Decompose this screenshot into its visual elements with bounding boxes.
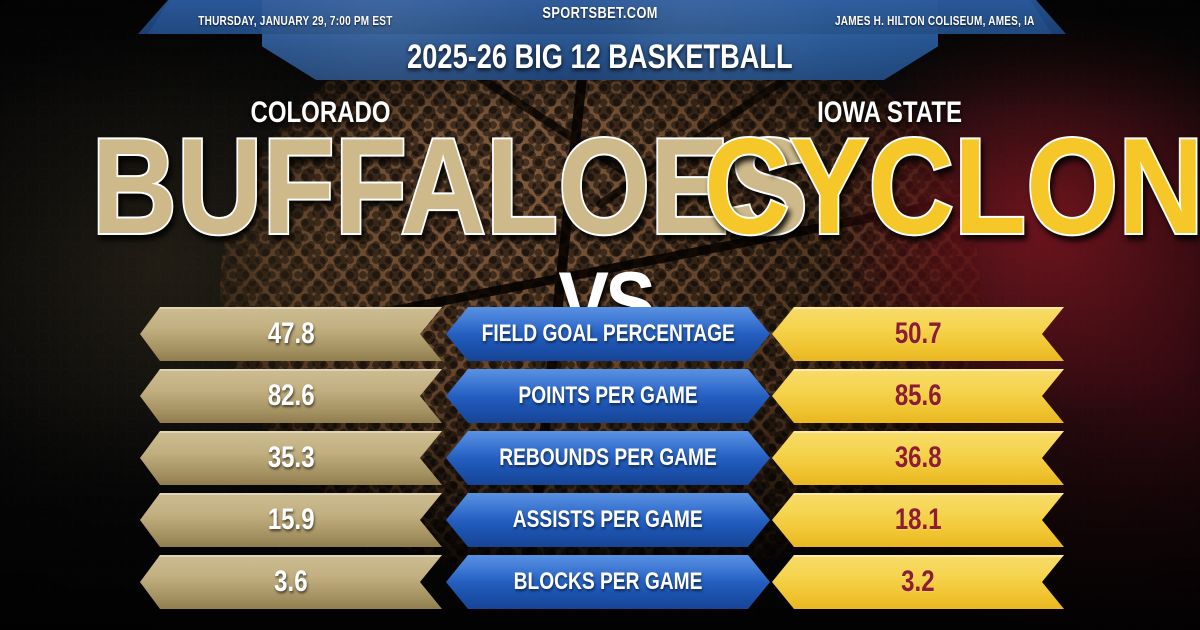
away-stat-value-bar: 15.9 bbox=[140, 493, 442, 547]
page-title-text: 2025-26 BIG 12 BASKETBALL bbox=[407, 38, 793, 76]
header-banner: SPORTSBET.COM THURSDAY, JANUARY 29, 7:00… bbox=[0, 0, 1200, 82]
table-row: 15.9 ASSISTS PER GAME 18.1 bbox=[0, 489, 1200, 551]
stat-label: ASSISTS PER GAME bbox=[513, 506, 703, 533]
away-stat-value: 47.8 bbox=[267, 317, 315, 350]
stat-label: FIELD GOAL PERCENTAGE bbox=[481, 320, 735, 347]
home-stat-value: 50.7 bbox=[894, 317, 942, 350]
game-venue: JAMES H. HILTON COLISEUM, AMES, IA bbox=[770, 14, 1100, 28]
home-stat-value: 3.2 bbox=[901, 565, 935, 598]
home-team-city: IOWA STATE bbox=[610, 96, 1170, 130]
away-team-city-text: COLORADO bbox=[250, 96, 390, 129]
table-row: 3.6 BLOCKS PER GAME 3.2 bbox=[0, 551, 1200, 613]
away-team-nickname-text: BUFFALOES bbox=[90, 110, 810, 262]
stat-label: POINTS PER GAME bbox=[518, 382, 698, 409]
page-title: 2025-26 BIG 12 BASKETBALL bbox=[0, 38, 1200, 77]
away-team-nickname: BUFFALOES bbox=[38, 110, 862, 262]
site-brand-text: SPORTSBET.COM bbox=[542, 5, 658, 22]
away-team-city: COLORADO bbox=[40, 96, 600, 130]
game-datetime-text: THURSDAY, JANUARY 29, 7:00 PM EST bbox=[197, 14, 393, 28]
table-row: 35.3 REBOUNDS PER GAME 36.8 bbox=[0, 427, 1200, 489]
stat-label-bar: POINTS PER GAME bbox=[446, 369, 770, 423]
home-team-nickname: CYCLONES bbox=[655, 110, 1200, 262]
home-stat-value-bar: 3.2 bbox=[772, 555, 1064, 609]
home-stat-value-bar: 18.1 bbox=[772, 493, 1064, 547]
away-stat-value: 15.9 bbox=[267, 503, 315, 536]
stat-label-bar: REBOUNDS PER GAME bbox=[446, 431, 770, 485]
stat-label-bar: ASSISTS PER GAME bbox=[446, 493, 770, 547]
home-team-nickname-text: CYCLONES bbox=[702, 110, 1200, 262]
banner-top-strip bbox=[148, 0, 1052, 34]
table-row: 47.8 FIELD GOAL PERCENTAGE 50.7 bbox=[0, 303, 1200, 365]
home-stat-value: 85.6 bbox=[894, 379, 942, 412]
home-stat-value-bar: 36.8 bbox=[772, 431, 1064, 485]
home-team-city-text: IOWA STATE bbox=[817, 96, 963, 129]
banner-sparkle-overlay bbox=[262, 0, 938, 80]
home-stat-value: 36.8 bbox=[894, 441, 942, 474]
away-stat-value-bar: 35.3 bbox=[140, 431, 442, 485]
game-datetime: THURSDAY, JANUARY 29, 7:00 PM EST bbox=[150, 14, 440, 28]
home-stat-value: 18.1 bbox=[894, 503, 942, 536]
home-stat-value-bar: 85.6 bbox=[772, 369, 1064, 423]
stat-label-bar: BLOCKS PER GAME bbox=[446, 555, 770, 609]
away-stat-value-bar: 3.6 bbox=[140, 555, 442, 609]
game-venue-text: JAMES H. HILTON COLISEUM, AMES, IA bbox=[835, 14, 1035, 28]
site-brand: SPORTSBET.COM bbox=[0, 5, 1200, 23]
home-stat-value-bar: 50.7 bbox=[772, 307, 1064, 361]
stat-comparison-table: 47.8 FIELD GOAL PERCENTAGE 50.7 82.6 POI… bbox=[0, 303, 1200, 613]
matchup-headline: COLORADO BUFFALOES VS IOWA STATE CYCLONE… bbox=[0, 96, 1200, 351]
away-stat-value: 82.6 bbox=[267, 379, 315, 412]
away-stat-value-bar: 47.8 bbox=[140, 307, 442, 361]
away-stat-value-bar: 82.6 bbox=[140, 369, 442, 423]
stat-label-bar: FIELD GOAL PERCENTAGE bbox=[446, 307, 770, 361]
away-stat-value: 35.3 bbox=[267, 441, 315, 474]
stat-label: REBOUNDS PER GAME bbox=[499, 444, 717, 471]
away-stat-value: 3.6 bbox=[274, 565, 308, 598]
stat-label: BLOCKS PER GAME bbox=[513, 568, 703, 595]
table-row: 82.6 POINTS PER GAME 85.6 bbox=[0, 365, 1200, 427]
